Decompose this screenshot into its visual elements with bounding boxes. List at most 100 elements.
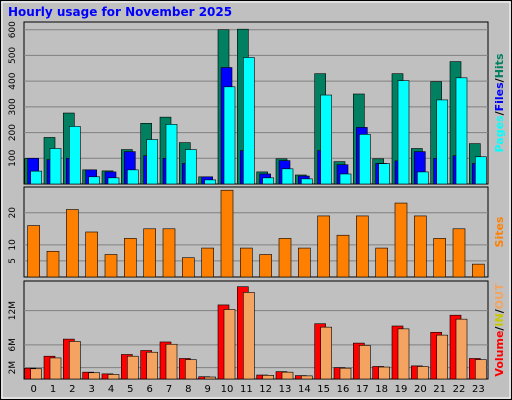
x-tick-label: 15 xyxy=(317,384,330,395)
x-tick-label: 2 xyxy=(69,384,75,395)
y-tick-label: 5 xyxy=(8,258,18,264)
bar xyxy=(278,238,292,278)
bar xyxy=(165,343,178,380)
bar xyxy=(317,215,330,278)
legend-entry: Volume xyxy=(493,331,506,377)
legend-separator: / xyxy=(493,326,506,331)
bar xyxy=(414,215,427,278)
bar xyxy=(436,334,448,380)
bar xyxy=(27,225,40,278)
bar xyxy=(127,355,139,380)
bar xyxy=(301,375,313,380)
bar xyxy=(182,257,195,278)
y-tick-label: 200 xyxy=(8,124,18,141)
bar xyxy=(201,247,214,278)
bar xyxy=(107,177,120,185)
bar xyxy=(259,254,272,278)
x-tick-label: 19 xyxy=(395,384,408,395)
bar xyxy=(107,374,120,380)
bar xyxy=(436,99,448,185)
bar xyxy=(455,318,468,380)
x-tick-label: 8 xyxy=(185,384,191,395)
bar xyxy=(417,366,429,380)
bar xyxy=(433,238,446,278)
bar xyxy=(336,234,350,278)
bar xyxy=(359,134,371,185)
bar xyxy=(223,309,236,380)
x-tick-label: 11 xyxy=(240,384,253,395)
bar xyxy=(66,209,79,278)
bar xyxy=(455,77,468,185)
x-tick-label: 5 xyxy=(127,384,133,395)
plot-area xyxy=(23,186,489,278)
bar xyxy=(88,176,100,185)
y-tick-label: 600 xyxy=(8,21,18,38)
y-tick-label: 10 xyxy=(8,239,18,251)
y-tick-label: 300 xyxy=(8,98,18,115)
bar xyxy=(127,169,139,185)
bar xyxy=(378,366,390,380)
x-tick-label: 22 xyxy=(453,384,466,395)
y-tick-label: 500 xyxy=(8,47,18,64)
bar xyxy=(298,247,311,278)
bar xyxy=(339,173,352,185)
bar xyxy=(69,341,81,380)
y-tick-label: 100 xyxy=(8,149,18,166)
legend-entry: Hits xyxy=(493,53,506,78)
bar xyxy=(162,228,176,278)
bar xyxy=(220,189,234,278)
x-tick-label: 9 xyxy=(204,384,210,395)
legend-separator: / xyxy=(493,77,506,82)
bar xyxy=(397,80,410,185)
bar xyxy=(417,171,429,185)
plot-area xyxy=(23,21,489,185)
bar xyxy=(359,345,371,380)
bar xyxy=(146,351,158,380)
bar xyxy=(472,263,485,278)
y-tick-label: 20 xyxy=(8,207,18,219)
bar xyxy=(143,228,156,278)
bar xyxy=(223,86,236,185)
x-tick-label: 13 xyxy=(279,384,292,395)
plot-area xyxy=(23,280,489,380)
x-tick-label: 14 xyxy=(298,384,311,395)
x-tick-label: 16 xyxy=(337,384,350,395)
x-tick-label: 17 xyxy=(356,384,369,395)
bar xyxy=(281,168,294,185)
x-tick-label: 7 xyxy=(166,384,172,395)
bar xyxy=(104,254,118,278)
bar xyxy=(88,372,100,380)
bar xyxy=(320,326,332,380)
bar xyxy=(240,247,253,278)
bar xyxy=(46,250,60,278)
bar xyxy=(30,368,42,380)
x-tick-label: 21 xyxy=(433,384,446,395)
y-tick-label: 2M xyxy=(8,361,18,375)
bar xyxy=(243,57,255,185)
bar xyxy=(378,163,390,185)
bar xyxy=(356,215,369,278)
bar xyxy=(49,357,62,380)
x-tick-label: 0 xyxy=(30,384,36,395)
bar xyxy=(165,124,178,185)
bar xyxy=(475,359,487,380)
y-tick-label: 400 xyxy=(8,72,18,89)
y-tick-label: 6M xyxy=(8,338,18,352)
bar xyxy=(475,156,487,185)
bar xyxy=(85,231,98,278)
bar xyxy=(243,292,255,380)
x-tick-label: 6 xyxy=(146,384,152,395)
legend-entry: Files xyxy=(493,82,506,112)
legend: Sites xyxy=(493,216,506,247)
x-tick-label: 4 xyxy=(108,384,114,395)
x-tick-label: 18 xyxy=(375,384,388,395)
chart-title: Hourly usage for November 2025 xyxy=(8,5,232,19)
legend: Volume/IN/OUT xyxy=(493,283,506,377)
bar xyxy=(49,148,62,185)
legend: Pages/Files/Hits xyxy=(493,53,506,152)
x-tick-label: 20 xyxy=(414,384,427,395)
bar xyxy=(394,202,408,278)
y-tick-label: 12M xyxy=(8,301,18,320)
bar xyxy=(69,126,81,185)
